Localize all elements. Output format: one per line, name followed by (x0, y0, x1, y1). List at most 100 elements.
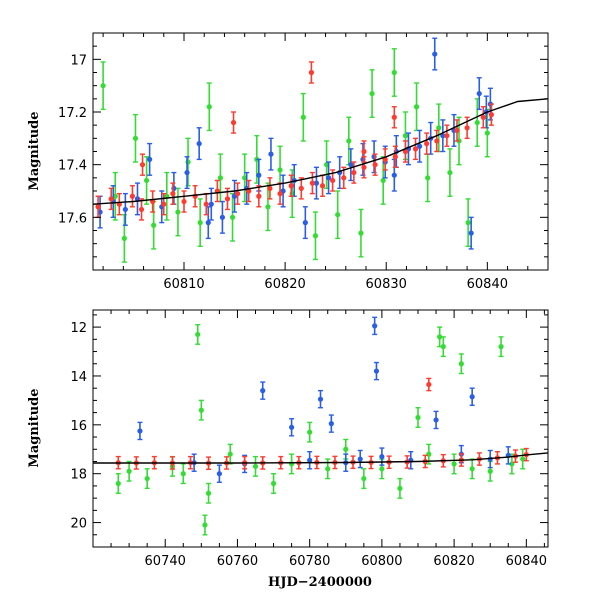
top-series-2-point-9 (197, 220, 203, 226)
top-series-0-point-38 (230, 119, 237, 126)
top-series-0-point-21 (319, 183, 326, 189)
top-series-0-point-20 (309, 180, 316, 186)
bottom-y-tick-label-0: 12 (70, 321, 87, 336)
top-series-2-point-21 (335, 212, 341, 218)
bottom-series-2-point-25 (469, 466, 475, 472)
bottom-x-tick-label-1: 60760 (217, 554, 258, 569)
top-series-1-point-8 (196, 141, 202, 147)
top-series-1-point-6 (171, 185, 177, 191)
top-series-1-point-18 (313, 180, 320, 186)
bottom-series-2-point-17 (379, 466, 385, 472)
bottom-series-1-point-5 (289, 424, 295, 430)
bottom-series-2-point-15 (343, 446, 349, 452)
bottom-series-1-point-0 (137, 428, 143, 434)
top-series-2-point-31 (447, 169, 453, 176)
top-series-0-point-41 (361, 148, 367, 155)
top-series-0-point-1 (108, 196, 114, 202)
top-series-1-point-7 (184, 169, 190, 176)
top-series-0-point-15 (256, 193, 262, 199)
top-series-2-point-10 (206, 104, 212, 110)
bottom-x-tick-label-3: 60800 (361, 554, 402, 569)
top-series-0-point-7 (170, 191, 176, 197)
top-series-2-point-8 (185, 159, 191, 165)
bottom-y-tick-label-4: 20 (70, 517, 87, 532)
bottom-series-2-point-0 (115, 480, 121, 487)
bottom-series-2-point-24 (458, 361, 464, 367)
top-series-0-point-36 (480, 114, 486, 120)
bottom-series-2-point-18 (397, 485, 403, 491)
bottom-panel-frame (92, 309, 549, 548)
top-series-0-point-33 (444, 133, 450, 139)
top-series-0-point-10 (203, 201, 209, 207)
top-panel-axes: 60810 60820 60830 60840 17 17.2 17.4 17.6 (58, 32, 549, 292)
top-series-0-point-37 (488, 112, 494, 118)
top-series-1-point-34 (432, 51, 438, 57)
top-series-0-point-22 (330, 177, 336, 184)
top-y-tick-label-1: 17.2 (58, 106, 87, 121)
top-panel: 60810 60820 60830 60840 17 17.2 17.4 17.6 Magni… (27, 32, 549, 292)
top-series-1-point-29 (440, 133, 446, 139)
bottom-series-2-point-19 (415, 414, 421, 421)
top-panel-frame (92, 32, 549, 271)
top-y-tick-label-0: 17 (70, 53, 87, 68)
top-series-1-point-19 (325, 175, 332, 181)
top-series-1-point-35 (391, 172, 397, 178)
bottom-series-1-point-8 (328, 421, 334, 427)
bottom-series-2-point-8 (205, 490, 212, 496)
bottom-series-2-point-2 (144, 475, 150, 482)
top-series-1-point-31 (476, 90, 482, 97)
top-series-0-point-8 (181, 198, 187, 205)
top-series-1-point-2 (122, 206, 128, 213)
top-series-2-point-35 (484, 130, 490, 136)
bottom-series-1-point-10 (357, 456, 363, 462)
top-series-0-point-16 (267, 185, 273, 191)
top-series-0-point-24 (351, 169, 357, 176)
bottom-series-2-point-9 (227, 451, 233, 457)
bottom-series-2-point-23 (451, 461, 457, 467)
bottom-y-tick-label-2: 16 (70, 419, 87, 434)
bottom-series-2-point-21 (437, 334, 443, 340)
top-series-2-point-29 (425, 175, 431, 181)
top-x-tick-label-2: 60830 (366, 277, 407, 292)
top-series-2-point-4 (143, 177, 150, 184)
bottom-y-axis-label: Magnitude (27, 388, 42, 467)
bottom-series-1-point-17 (469, 394, 475, 400)
bottom-series-1-point-15 (433, 417, 439, 423)
top-series-0-point-28 (392, 154, 398, 160)
bottom-x-tick-label-5: 60840 (506, 554, 547, 569)
top-series-0-point-17 (277, 191, 283, 197)
bottom-series-1-point-2 (216, 471, 222, 477)
top-series-1-point-17 (302, 220, 308, 226)
top-y-tick-label-2: 17.4 (58, 159, 87, 174)
top-series-0-point-35 (464, 125, 470, 131)
top-x-tick-label-1: 60820 (264, 277, 305, 292)
bottom-panel: 60740 60760 60780 60800 60820 60840 12 14 16 18 20… (27, 309, 549, 590)
top-series-0-point-42 (139, 162, 146, 168)
top-series-0-point-34 (454, 127, 460, 134)
top-series-0-point-39 (308, 69, 314, 76)
top-series-2-point-19 (312, 233, 319, 239)
top-series-0-point-12 (224, 196, 231, 202)
bottom-panel-marks (93, 316, 548, 536)
top-series-1-point-9 (208, 201, 214, 207)
top-series-0-point-40 (391, 114, 397, 120)
top-series-2-point-30 (436, 125, 442, 131)
bottom-x-tick-label-0: 60740 (145, 554, 186, 569)
top-x-tick-label-3: 60840 (467, 277, 508, 292)
top-series-1-point-10 (219, 214, 226, 220)
top-series-2-point-0 (100, 83, 106, 89)
bottom-series-0-point-24 (426, 381, 432, 388)
top-series-1-point-27 (416, 143, 423, 149)
top-series-0-point-6 (161, 201, 167, 207)
top-model-curve (93, 98, 548, 205)
bottom-series-2-point-16 (361, 475, 367, 482)
bottom-series-2-point-4 (180, 471, 186, 477)
top-series-2-point-16 (277, 167, 283, 173)
top-series-1-point-14 (268, 151, 274, 157)
top-y-tick-label-3: 17.6 (58, 211, 87, 226)
bottom-x-tick-label-4: 60820 (433, 554, 474, 569)
top-series-2-point-22 (346, 138, 352, 144)
top-panel-marks (93, 37, 548, 263)
top-series-2-point-24 (369, 90, 375, 97)
